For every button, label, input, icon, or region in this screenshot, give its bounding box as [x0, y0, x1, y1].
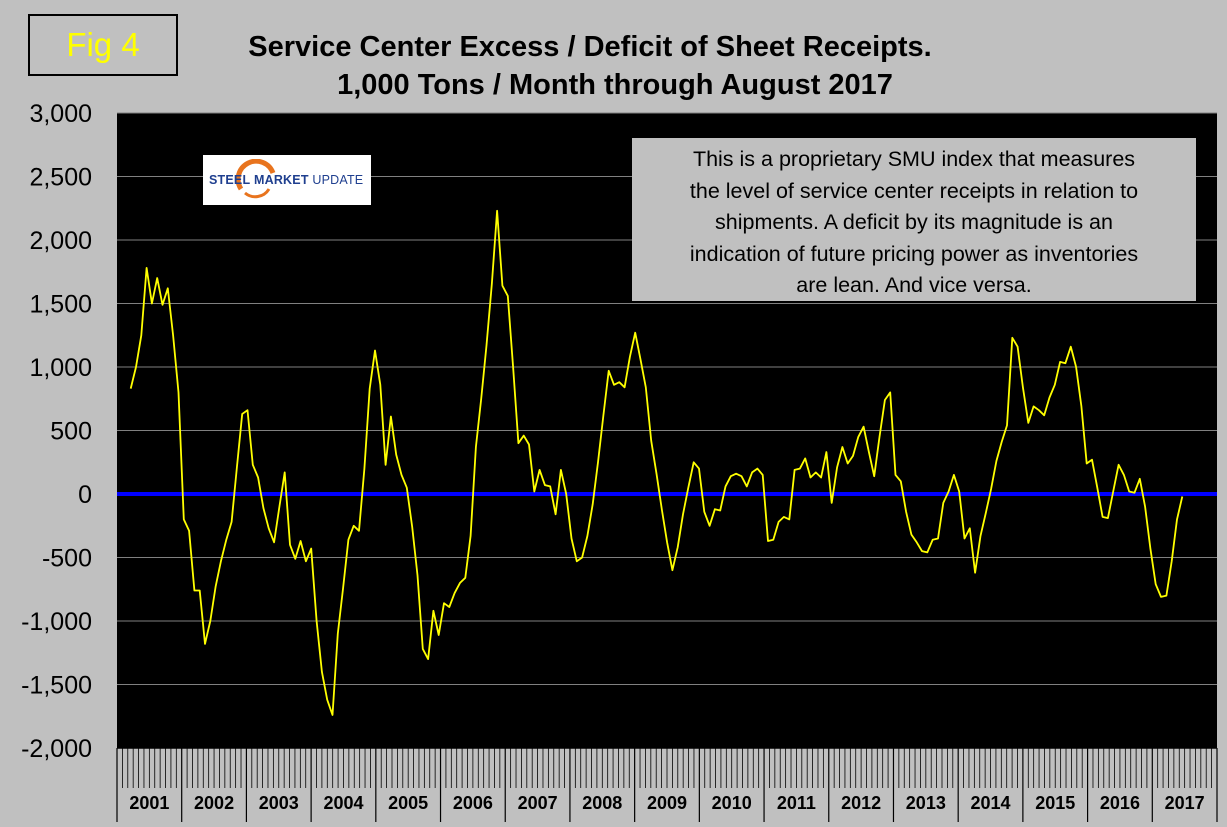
logo-swoosh-icon	[235, 159, 276, 199]
x-axis: 2001 2002 2003 2004 2005 2006 2007 2008 2009 2010…	[116, 747, 1218, 822]
y-tick-label: 0	[78, 481, 92, 509]
steel-market-update-logo: STEEL MARKET UPDATE	[203, 155, 371, 205]
chart-title: Service Center Excess / Deficit of Sheet…	[195, 28, 1035, 104]
x-year-label: 2009	[647, 793, 687, 813]
x-year-label: 2010	[712, 793, 752, 813]
x-year-label: 2016	[1100, 793, 1140, 813]
y-axis: -2,000 -1,500 -1,000 -500 0 500 1,000 1,500 2,00…	[21, 100, 92, 763]
y-tick-label: 1,500	[29, 291, 92, 319]
series-line	[129, 209, 1184, 716]
y-tick-label: -2,000	[21, 735, 92, 763]
annotation-box: This is a proprietary SMU index that mea…	[632, 138, 1196, 301]
y-tick-label: 2,500	[29, 164, 92, 192]
x-year-label: 2013	[906, 793, 946, 813]
y-tick-label: -1,000	[21, 608, 92, 636]
y-tick-label: 1,000	[29, 354, 92, 382]
x-year-label: 2004	[323, 793, 363, 813]
note-line-4: indication of future pricing power as in…	[689, 241, 1139, 266]
y-tick-label: -1,500	[21, 672, 92, 700]
logo-text: STEEL MARKET UPDATE	[209, 173, 364, 187]
x-year-label: 2003	[259, 793, 299, 813]
x-year-label: 2017	[1165, 793, 1205, 813]
y-tick-label: 2,000	[29, 227, 92, 255]
title-line-2: 1,000 Tons / Month through August 2017	[337, 69, 893, 101]
y-tick-label: 500	[50, 418, 92, 446]
y-tick-label: -500	[42, 545, 92, 573]
x-year-label: 2015	[1035, 793, 1075, 813]
note-line-3: shipments. A deficit by its magnitude is…	[715, 210, 1113, 234]
x-year-label: 2005	[388, 793, 428, 813]
x-year-label: 2012	[841, 793, 881, 813]
note-line-5: are lean. And vice versa.	[796, 273, 1032, 297]
x-year-label: 2001	[129, 793, 169, 813]
x-year-label: 2011	[777, 793, 816, 813]
x-year-label: 2006	[453, 793, 493, 813]
note-line-2: the level of service center receipts in …	[689, 178, 1139, 203]
x-year-label: 2008	[582, 793, 622, 813]
x-year-label: 2002	[194, 793, 234, 813]
y-tick-label: 3,000	[29, 100, 92, 128]
x-year-label: 2007	[518, 793, 558, 813]
title-line-1: Service Center Excess / Deficit of Sheet…	[248, 31, 932, 63]
figure-badge: Fig 4	[28, 14, 178, 76]
x-year-label: 2014	[971, 793, 1011, 813]
note-line-1: This is a proprietary SMU index that mea…	[692, 147, 1136, 171]
